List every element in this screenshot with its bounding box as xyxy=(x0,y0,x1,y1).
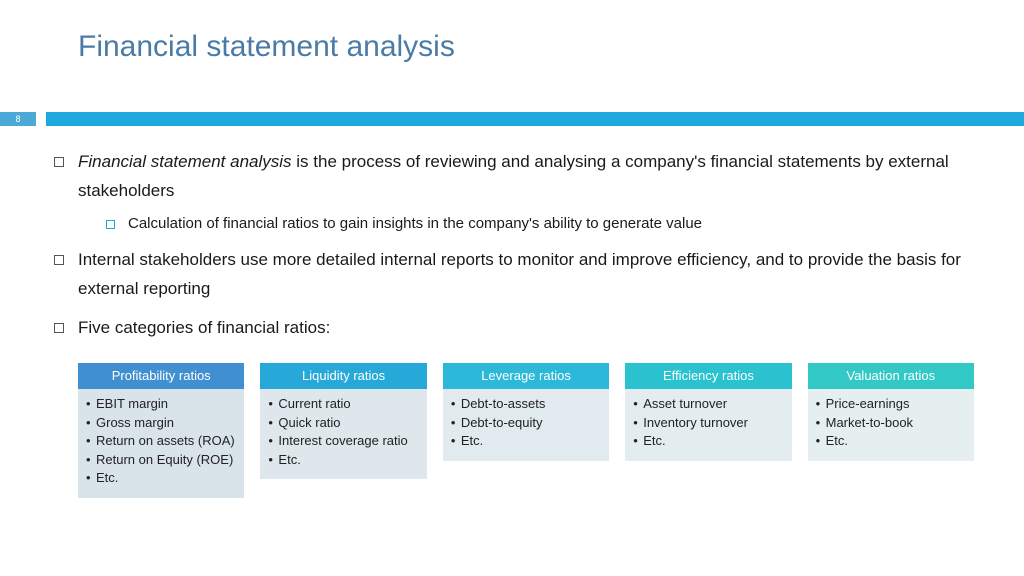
ratio-card: Valuation ratios Price-earningsMarket-to-… xyxy=(808,363,974,498)
bullet-text: Five categories of financial ratios: xyxy=(78,318,330,337)
ratio-card-item: Return on assets (ROA) xyxy=(86,432,236,450)
ratio-card-header: Valuation ratios xyxy=(808,363,974,389)
ratio-card-item: Quick ratio xyxy=(268,414,418,432)
bullet-list: Financial statement analysis is the proc… xyxy=(50,148,974,342)
bullet-text: Internal stakeholders use more detailed … xyxy=(78,250,961,298)
ratio-card-header: Leverage ratios xyxy=(443,363,609,389)
bullet-item: Five categories of financial ratios: xyxy=(50,314,974,343)
header-stripe xyxy=(46,112,1024,126)
ratio-card-item: Debt-to-assets xyxy=(451,395,601,413)
ratio-card-item: Asset turnover xyxy=(633,395,783,413)
ratio-card: Liquidity ratios Current ratioQuick ratio… xyxy=(260,363,426,498)
ratio-card-item: Return on Equity (ROE) xyxy=(86,451,236,469)
ratio-card-body: EBIT marginGross marginReturn on assets … xyxy=(78,389,244,498)
ratio-card-body: Debt-to-assetsDebt-to-equityEtc. xyxy=(443,389,609,461)
ratio-card-header: Efficiency ratios xyxy=(625,363,791,389)
ratio-card-item: Inventory turnover xyxy=(633,414,783,432)
ratio-card-item: EBIT margin xyxy=(86,395,236,413)
ratio-card-item: Price-earnings xyxy=(816,395,966,413)
bullet-item: Internal stakeholders use more detailed … xyxy=(50,246,974,304)
ratio-card-item: Debt-to-equity xyxy=(451,414,601,432)
ratio-card-list: EBIT marginGross marginReturn on assets … xyxy=(86,395,236,487)
ratio-card-item: Etc. xyxy=(268,451,418,469)
content-area: Financial statement analysis is the proc… xyxy=(50,148,974,352)
ratio-card-list: Price-earningsMarket-to-bookEtc. xyxy=(816,395,966,450)
bullet-item: Financial statement analysis is the proc… xyxy=(50,148,974,236)
ratio-card-item: Etc. xyxy=(86,469,236,487)
ratio-card-body: Asset turnoverInventory turnoverEtc. xyxy=(625,389,791,461)
ratio-card-item: Market-to-book xyxy=(816,414,966,432)
ratio-card-item: Etc. xyxy=(816,432,966,450)
ratio-cards-row: Profitability ratios EBIT marginGross mar… xyxy=(78,363,974,498)
ratio-card-body: Current ratioQuick ratioInterest coverag… xyxy=(260,389,426,479)
page-number-badge: 8 xyxy=(0,112,36,126)
ratio-card-body: Price-earningsMarket-to-bookEtc. xyxy=(808,389,974,461)
bullet-lead-italic: Financial statement analysis xyxy=(78,152,292,171)
ratio-card-header: Profitability ratios xyxy=(78,363,244,389)
ratio-card: Leverage ratios Debt-to-assetsDebt-to-equ… xyxy=(443,363,609,498)
ratio-card-header: Liquidity ratios xyxy=(260,363,426,389)
ratio-card-item: Etc. xyxy=(633,432,783,450)
ratio-card: Efficiency ratios Asset turnoverInventory… xyxy=(625,363,791,498)
ratio-card-list: Debt-to-assetsDebt-to-equityEtc. xyxy=(451,395,601,450)
ratio-card-list: Asset turnoverInventory turnoverEtc. xyxy=(633,395,783,450)
ratio-card-item: Gross margin xyxy=(86,414,236,432)
ratio-card: Profitability ratios EBIT marginGross mar… xyxy=(78,363,244,498)
sub-bullet-list: Calculation of financial ratios to gain … xyxy=(78,212,974,236)
ratio-card-list: Current ratioQuick ratioInterest coverag… xyxy=(268,395,418,468)
slide-title: Financial statement analysis xyxy=(78,30,455,64)
ratio-card-item: Etc. xyxy=(451,432,601,450)
ratio-card-item: Current ratio xyxy=(268,395,418,413)
ratio-card-item: Interest coverage ratio xyxy=(268,432,418,450)
sub-bullet-item: Calculation of financial ratios to gain … xyxy=(78,212,974,236)
